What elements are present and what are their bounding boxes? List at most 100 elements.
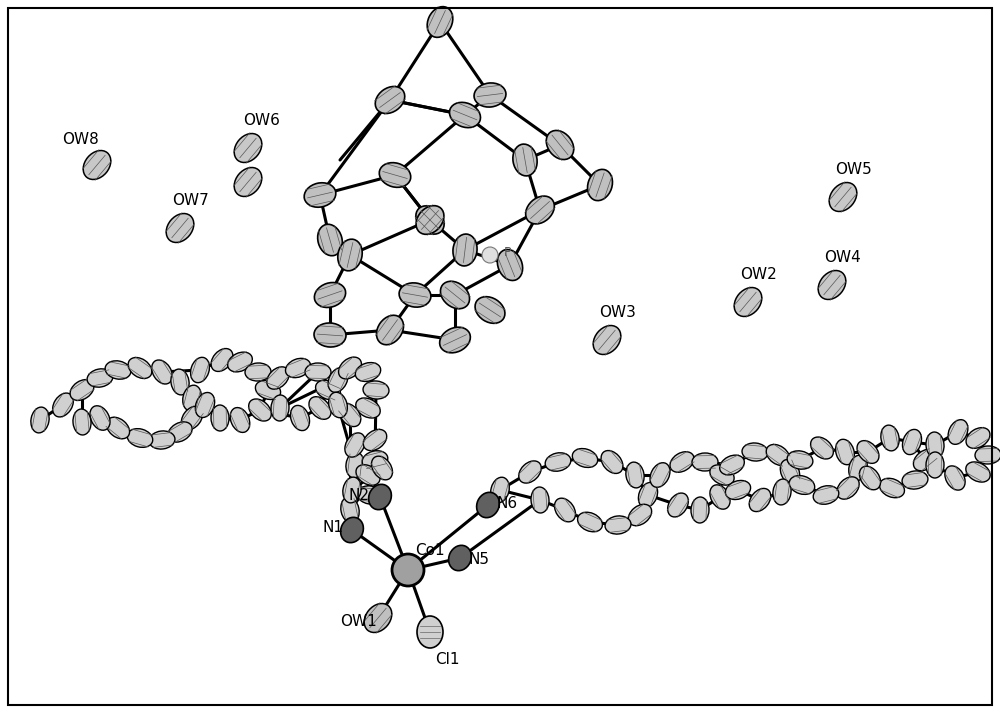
Ellipse shape: [70, 379, 94, 401]
Ellipse shape: [416, 205, 444, 235]
Ellipse shape: [363, 381, 389, 399]
Ellipse shape: [626, 462, 644, 488]
Ellipse shape: [339, 357, 361, 379]
Ellipse shape: [328, 368, 348, 392]
Ellipse shape: [369, 484, 391, 510]
Text: OW3: OW3: [599, 305, 636, 320]
Ellipse shape: [285, 359, 311, 378]
Ellipse shape: [593, 326, 621, 354]
Ellipse shape: [417, 616, 443, 648]
Ellipse shape: [329, 392, 347, 418]
Ellipse shape: [363, 429, 387, 451]
Ellipse shape: [555, 498, 575, 522]
Ellipse shape: [314, 282, 346, 307]
Ellipse shape: [749, 488, 771, 512]
Ellipse shape: [813, 486, 839, 504]
Ellipse shape: [734, 287, 762, 317]
Ellipse shape: [440, 281, 470, 309]
Ellipse shape: [650, 463, 670, 487]
Ellipse shape: [668, 493, 688, 517]
Ellipse shape: [211, 405, 229, 431]
Ellipse shape: [249, 399, 271, 421]
Ellipse shape: [881, 425, 899, 451]
Ellipse shape: [449, 545, 471, 570]
Ellipse shape: [228, 352, 252, 372]
Ellipse shape: [926, 432, 944, 458]
Ellipse shape: [588, 170, 612, 200]
Ellipse shape: [601, 451, 623, 473]
Ellipse shape: [692, 453, 718, 471]
Ellipse shape: [127, 429, 153, 447]
Ellipse shape: [376, 315, 404, 345]
Ellipse shape: [453, 234, 477, 266]
Ellipse shape: [255, 381, 281, 399]
Ellipse shape: [343, 477, 361, 503]
Ellipse shape: [545, 453, 571, 471]
Ellipse shape: [230, 408, 250, 432]
Ellipse shape: [966, 462, 990, 482]
Ellipse shape: [379, 163, 411, 188]
Ellipse shape: [168, 422, 192, 442]
Ellipse shape: [966, 428, 990, 448]
Ellipse shape: [364, 603, 392, 632]
Ellipse shape: [913, 449, 937, 471]
Ellipse shape: [859, 466, 881, 490]
Ellipse shape: [572, 448, 598, 468]
Ellipse shape: [267, 366, 289, 389]
Ellipse shape: [491, 477, 509, 503]
Ellipse shape: [710, 485, 730, 509]
Ellipse shape: [526, 196, 554, 224]
Ellipse shape: [271, 395, 289, 421]
Ellipse shape: [546, 130, 574, 160]
Text: OW6: OW6: [243, 113, 280, 128]
Ellipse shape: [638, 483, 658, 508]
Ellipse shape: [880, 478, 904, 498]
Text: OW2: OW2: [740, 267, 777, 282]
Text: OW5: OW5: [835, 162, 872, 177]
Ellipse shape: [304, 183, 336, 207]
Text: N1: N1: [322, 520, 343, 535]
Ellipse shape: [152, 360, 172, 384]
Ellipse shape: [725, 481, 751, 500]
Ellipse shape: [836, 439, 854, 465]
Ellipse shape: [691, 497, 709, 523]
Ellipse shape: [948, 420, 968, 444]
Ellipse shape: [87, 369, 113, 387]
Text: Cl1: Cl1: [435, 652, 460, 667]
Ellipse shape: [372, 456, 392, 480]
Ellipse shape: [474, 83, 506, 107]
Ellipse shape: [475, 297, 505, 323]
Ellipse shape: [356, 398, 380, 418]
Ellipse shape: [73, 409, 91, 435]
Ellipse shape: [427, 6, 453, 37]
Ellipse shape: [357, 486, 383, 504]
Ellipse shape: [811, 437, 833, 459]
Ellipse shape: [31, 407, 49, 433]
Ellipse shape: [375, 86, 405, 113]
Ellipse shape: [742, 443, 768, 461]
Ellipse shape: [787, 451, 813, 469]
Ellipse shape: [449, 103, 481, 128]
Ellipse shape: [305, 363, 331, 381]
Ellipse shape: [345, 433, 365, 457]
Text: Co1: Co1: [415, 543, 445, 558]
Ellipse shape: [166, 213, 194, 242]
Ellipse shape: [818, 270, 846, 299]
Ellipse shape: [945, 466, 965, 490]
Text: OW4: OW4: [824, 250, 861, 265]
Text: N5: N5: [468, 553, 489, 568]
Ellipse shape: [309, 396, 331, 419]
Ellipse shape: [605, 516, 631, 534]
Ellipse shape: [975, 446, 1000, 464]
Ellipse shape: [482, 247, 498, 263]
Ellipse shape: [106, 417, 130, 438]
Ellipse shape: [440, 327, 470, 353]
Ellipse shape: [392, 554, 424, 586]
Ellipse shape: [318, 225, 342, 256]
Ellipse shape: [837, 477, 859, 499]
Ellipse shape: [829, 183, 857, 212]
Ellipse shape: [780, 459, 800, 484]
Ellipse shape: [578, 512, 602, 532]
Ellipse shape: [128, 357, 152, 379]
Ellipse shape: [399, 283, 431, 307]
